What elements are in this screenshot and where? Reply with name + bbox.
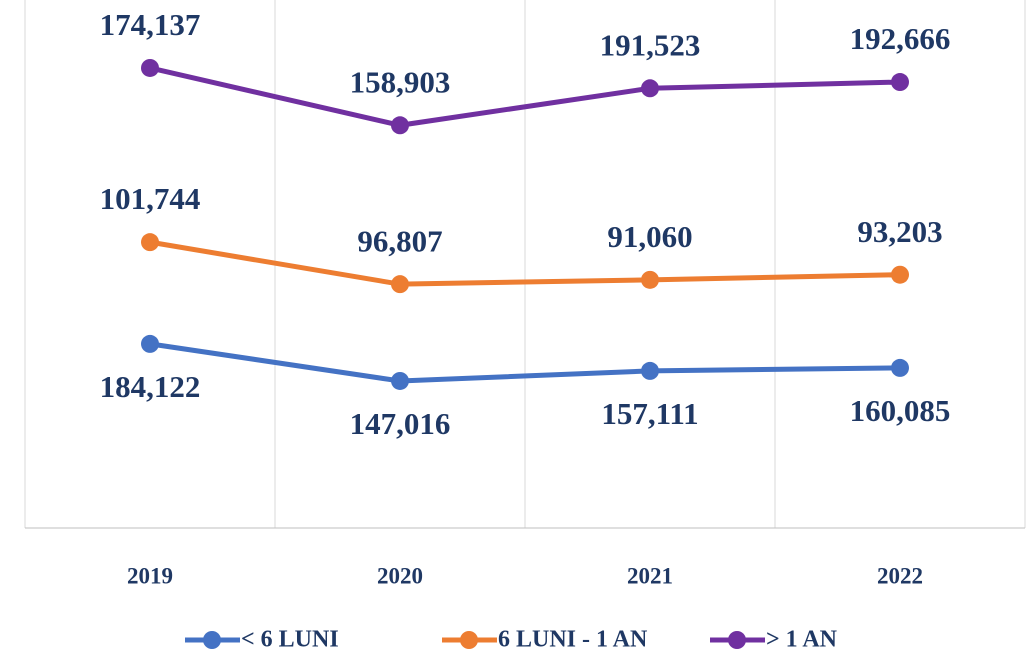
series-line xyxy=(149,65,901,128)
data-label: 96,807 xyxy=(357,223,442,258)
point xyxy=(391,275,409,294)
point xyxy=(891,265,909,284)
point xyxy=(891,358,909,377)
data-label: 174,137 xyxy=(100,7,201,42)
legend-marker xyxy=(460,631,478,649)
data-label: 147,016 xyxy=(350,406,451,441)
data-label: 158,903 xyxy=(350,64,451,99)
data-label: 101,744 xyxy=(100,181,201,216)
point xyxy=(141,233,159,252)
point xyxy=(641,270,659,289)
point xyxy=(891,73,909,92)
point xyxy=(641,79,659,98)
legend-marker xyxy=(203,631,221,649)
x-tick-label: 2019 xyxy=(127,563,173,588)
series-line xyxy=(149,341,901,384)
series-line xyxy=(149,239,901,287)
x-tick-label: 2021 xyxy=(627,563,673,588)
point xyxy=(391,116,409,135)
point xyxy=(141,334,159,353)
legend-marker xyxy=(728,631,746,649)
data-label: 160,085 xyxy=(850,393,951,428)
data-label: 192,666 xyxy=(850,21,951,56)
data-label: 184,122 xyxy=(100,369,201,404)
point xyxy=(391,371,409,390)
point xyxy=(141,58,159,77)
legend-label: > 1 AN xyxy=(766,627,838,653)
legend-label: 6 LUNI - 1 AN xyxy=(498,627,648,653)
x-tick-label: 2022 xyxy=(877,563,923,588)
data-label: 191,523 xyxy=(600,27,701,62)
data-label: 157,111 xyxy=(601,396,698,431)
x-tick-label: 2020 xyxy=(377,563,423,588)
data-label: 93,203 xyxy=(857,214,942,249)
legend-label: < 6 LUNI xyxy=(241,627,339,653)
data-label: 91,060 xyxy=(607,219,692,254)
point xyxy=(641,361,659,380)
